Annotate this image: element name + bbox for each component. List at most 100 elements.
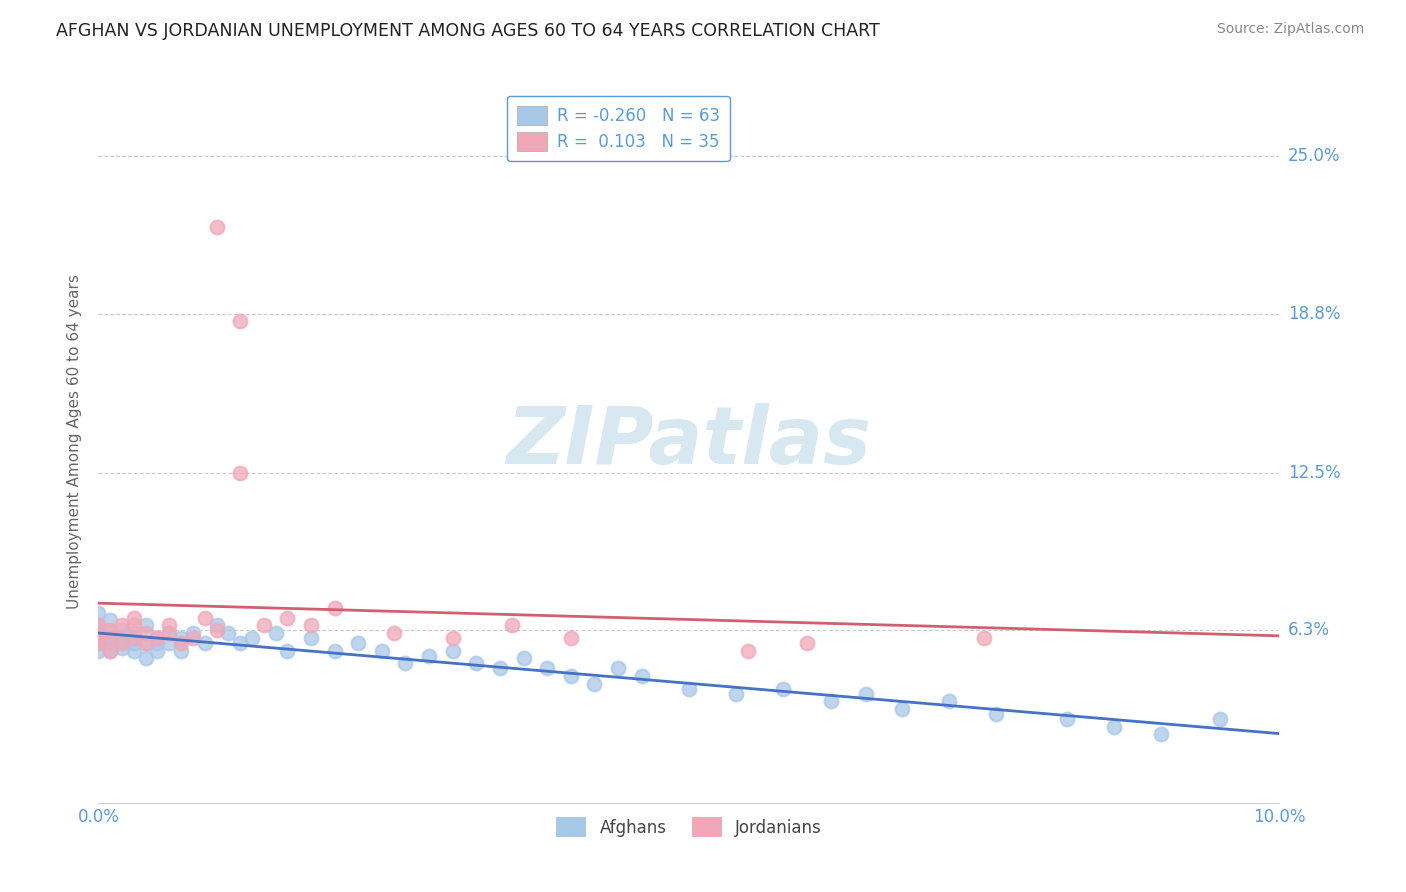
Point: [98, 643, 121, 657]
Text: 6.3%: 6.3%: [1288, 622, 1330, 640]
Point: [157, 636, 180, 650]
Point: [157, 618, 180, 632]
Point: [87, 631, 110, 645]
Point: [418, 648, 440, 663]
Point: [98, 631, 121, 645]
Point: [583, 676, 606, 690]
Point: [205, 624, 228, 638]
Point: [772, 681, 794, 696]
Point: [122, 631, 145, 645]
Point: [87, 636, 110, 650]
Point: [111, 636, 134, 650]
Point: [512, 651, 534, 665]
Point: [98, 643, 121, 657]
Point: [536, 661, 558, 675]
Point: [229, 467, 252, 481]
Point: [87, 618, 110, 632]
Text: AFGHAN VS JORDANIAN UNEMPLOYMENT AMONG AGES 60 TO 64 YEARS CORRELATION CHART: AFGHAN VS JORDANIAN UNEMPLOYMENT AMONG A…: [56, 22, 880, 40]
Point: [229, 636, 252, 650]
Point: [371, 643, 394, 657]
Point: [111, 636, 134, 650]
Point: [347, 636, 370, 650]
Point: [122, 611, 145, 625]
Point: [205, 220, 228, 235]
Point: [276, 611, 298, 625]
Point: [135, 636, 157, 650]
Point: [122, 636, 145, 650]
Point: [122, 626, 145, 640]
Point: [1102, 720, 1125, 734]
Point: [240, 631, 263, 645]
Point: [111, 641, 134, 656]
Text: Source: ZipAtlas.com: Source: ZipAtlas.com: [1216, 22, 1364, 37]
Legend: Afghans, Jordanians: Afghans, Jordanians: [548, 809, 830, 845]
Point: [253, 618, 276, 632]
Point: [98, 624, 121, 638]
Point: [111, 631, 134, 645]
Point: [111, 624, 134, 638]
Point: [323, 643, 346, 657]
Point: [157, 626, 180, 640]
Point: [135, 618, 157, 632]
Point: [382, 626, 405, 640]
Point: [98, 626, 121, 640]
Point: [489, 661, 512, 675]
Text: 12.5%: 12.5%: [1288, 464, 1340, 483]
Point: [135, 626, 157, 640]
Point: [146, 631, 169, 645]
Point: [170, 636, 193, 650]
Point: [122, 631, 145, 645]
Point: [501, 618, 523, 632]
Point: [1209, 712, 1232, 726]
Point: [87, 643, 110, 657]
Point: [299, 618, 322, 632]
Point: [122, 643, 145, 657]
Point: [264, 626, 287, 640]
Point: [181, 631, 204, 645]
Point: [170, 631, 193, 645]
Point: [157, 626, 180, 640]
Point: [560, 669, 582, 683]
Point: [87, 606, 110, 620]
Point: [323, 600, 346, 615]
Point: [87, 618, 110, 632]
Point: [441, 631, 464, 645]
Y-axis label: Unemployment Among Ages 60 to 64 years: Unemployment Among Ages 60 to 64 years: [67, 274, 83, 609]
Point: [146, 643, 169, 657]
Point: [205, 618, 228, 632]
Point: [276, 643, 298, 657]
Point: [170, 643, 193, 657]
Point: [796, 636, 818, 650]
Point: [98, 613, 121, 627]
Point: [146, 636, 169, 650]
Point: [181, 626, 204, 640]
Point: [984, 707, 1007, 722]
Point: [560, 631, 582, 645]
Point: [725, 687, 748, 701]
Point: [111, 618, 134, 632]
Point: [87, 626, 110, 640]
Point: [973, 631, 995, 645]
Point: [465, 657, 488, 671]
Text: 25.0%: 25.0%: [1288, 147, 1340, 165]
Point: [194, 636, 217, 650]
Point: [98, 631, 121, 645]
Point: [678, 681, 700, 696]
Point: [146, 631, 169, 645]
Point: [855, 687, 877, 701]
Point: [607, 661, 630, 675]
Point: [737, 643, 759, 657]
Point: [394, 657, 416, 671]
Point: [194, 611, 217, 625]
Text: ZIPatlas: ZIPatlas: [506, 402, 872, 481]
Point: [98, 636, 121, 650]
Point: [229, 314, 252, 328]
Point: [135, 636, 157, 650]
Point: [87, 636, 110, 650]
Point: [122, 618, 145, 632]
Point: [630, 669, 652, 683]
Point: [1056, 712, 1078, 726]
Point: [441, 643, 464, 657]
Point: [820, 694, 842, 708]
Text: 18.8%: 18.8%: [1288, 304, 1340, 323]
